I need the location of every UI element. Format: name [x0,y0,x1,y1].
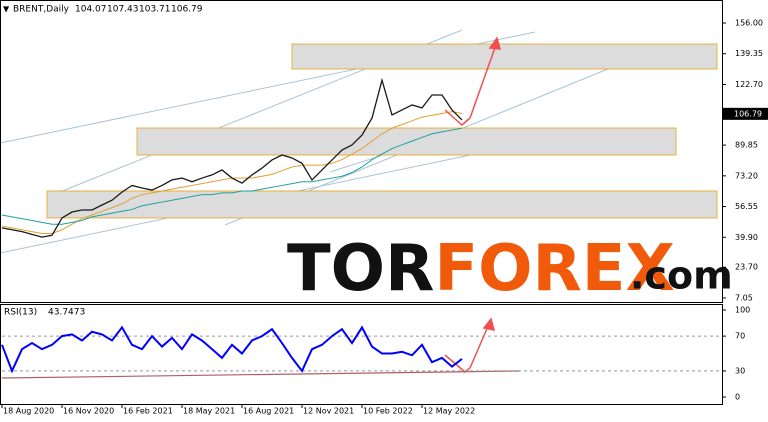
x-tick-label: 18 Aug 2020 [3,407,54,416]
x-tick-label: 18 May 2021 [183,407,235,416]
chart-title: BRENT,Daily [13,5,70,15]
moving-average [1,127,463,225]
y-tick-label: 122.70 [735,80,763,89]
price-frame [0,0,723,303]
y-tick-label: 100 [735,306,750,315]
last-price-box [723,107,768,120]
ohlc-low: 103.71 [139,5,171,15]
menu-marker: ▼ [3,5,10,14]
x-tick-label: 16 Aug 2021 [243,407,294,416]
y-tick-label: 0 [735,393,740,402]
rsi-line [1,325,463,374]
ohlc-close: 106.79 [171,5,203,15]
price-zone [46,190,718,219]
x-tick-label: 16 Nov 2020 [63,407,114,416]
last-price-label: 106.79 [734,109,762,118]
y-tick-label: 56.55 [735,202,758,211]
ohlc-high: 107.43 [107,5,139,15]
price-zone [291,43,718,70]
rsi-title: RSI(13) [4,308,37,318]
y-tick-label: 23.70 [735,263,758,272]
x-tick-label: 12 Nov 2021 [303,407,354,416]
y-tick-label: 30 [735,366,745,375]
watermark-domain: .com [630,254,733,298]
rsi-value: 43.7473 [48,308,85,318]
price-zone [136,127,677,156]
y-tick-label: 7.05 [735,293,753,302]
y-tick-label: 70 [735,332,745,341]
rsi-trend-line [1,370,521,379]
y-tick-label: 73.20 [735,171,758,180]
price-line [1,77,463,238]
x-tick-label: 12 May 2022 [423,407,475,416]
y-tick-label: 156.00 [735,19,763,28]
watermark: TORFOREX [287,232,675,306]
y-tick-label: 139.35 [735,49,763,58]
y-tick-label: 89.85 [735,141,758,150]
x-tick-label: 10 Feb 2022 [363,407,413,416]
ohlc-open: 104.07 [75,5,107,15]
x-tick-label: 16 Feb 2021 [123,407,173,416]
y-tick-label: 39.90 [735,233,758,242]
